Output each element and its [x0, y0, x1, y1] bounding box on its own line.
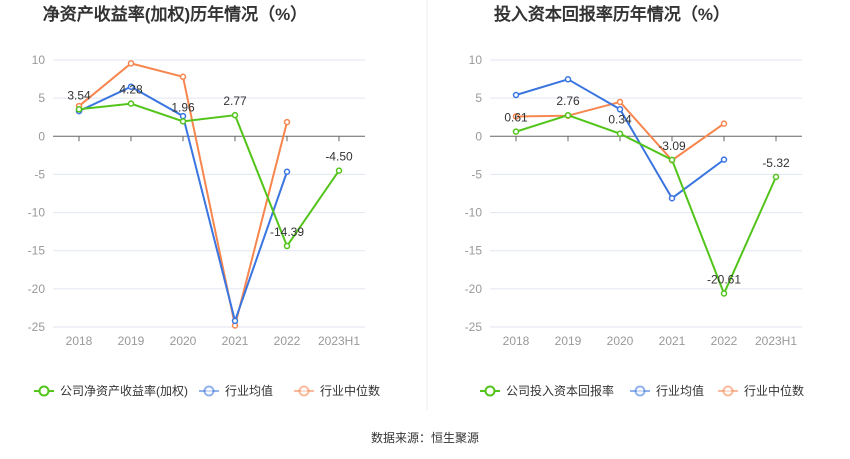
data-label: 4.28 [119, 83, 143, 97]
legend-label: 行业均值 [656, 383, 704, 398]
data-point [668, 156, 676, 164]
y-tick-label: -5 [471, 167, 482, 181]
source-note: 数据来源：恒生聚源 [371, 430, 479, 445]
y-tick-label: -5 [34, 167, 45, 181]
legend-item-3: 行业中位数 [718, 383, 804, 398]
legend-label: 行业中位数 [320, 383, 380, 398]
y-tick-label: 10 [469, 53, 483, 67]
y-tick-label: -20 [28, 282, 46, 296]
data-point [283, 168, 291, 176]
data-label: -20.61 [707, 273, 741, 287]
data-label: 2.76 [556, 94, 580, 108]
x-tick-label: 2020 [170, 334, 197, 348]
x-tick-label: 2022 [711, 334, 738, 348]
data-label: -4.50 [325, 150, 353, 164]
legend-marker-icon [38, 385, 50, 397]
x-tick-label: 2019 [118, 334, 145, 348]
data-point [564, 111, 572, 119]
legend-marker-icon [484, 385, 496, 397]
y-tick-label: 5 [475, 91, 482, 105]
data-point [231, 317, 239, 325]
x-tick-label: 2023H1 [755, 334, 797, 348]
data-point [283, 118, 291, 126]
y-tick-label: 10 [32, 53, 46, 67]
x-tick-label: 2018 [503, 334, 530, 348]
data-point [179, 73, 187, 81]
data-point [512, 91, 520, 99]
data-point [616, 106, 624, 113]
data-label: 3.54 [67, 88, 91, 102]
data-label: -5.32 [762, 156, 790, 170]
data-point [231, 111, 239, 119]
data-point [668, 194, 676, 202]
data-point [75, 106, 83, 113]
y-tick-label: -10 [28, 206, 46, 220]
data-point [283, 242, 291, 250]
data-point [179, 118, 187, 125]
legend-marker-icon [634, 385, 646, 397]
legend-item-2: 行业均值 [630, 383, 704, 398]
y-tick-label: -25 [465, 320, 483, 334]
legend-item-1: 公司净资产收益率(加权) [34, 383, 188, 398]
data-label: 2.77 [223, 94, 247, 108]
y-tick-label: 0 [38, 129, 45, 143]
data-label: 0.61 [504, 111, 528, 125]
data-point [616, 98, 624, 106]
legend-label: 行业均值 [225, 383, 273, 398]
data-label: -14.39 [270, 225, 304, 239]
y-tick-label: -25 [28, 320, 46, 334]
legend-marker-icon [203, 385, 215, 397]
data-label: -3.09 [658, 139, 686, 153]
chart-2: 投入资本回报率历年情况（%） 10 5 0 -5 -10 -15 -20 -25 2018 2019… [465, 4, 804, 398]
data-point [335, 167, 343, 174]
y-tick-label: -20 [465, 282, 483, 296]
data-point [127, 100, 135, 107]
data-point [720, 156, 728, 163]
data-point [564, 76, 572, 83]
data-point [127, 60, 135, 67]
legend-label: 公司投入资本回报率 [506, 383, 614, 398]
legend-marker-icon [722, 385, 734, 397]
legend-label: 行业中位数 [744, 383, 804, 398]
chart-title: 投入资本回报率历年情况（%） [494, 4, 730, 24]
data-point [772, 173, 780, 181]
x-tick-label: 2022 [274, 334, 301, 348]
data-point [720, 120, 728, 127]
data-point [512, 113, 520, 120]
x-tick-label: 2021 [659, 334, 686, 348]
series-line-1 [78, 102, 340, 249]
x-tick-label: 2018 [66, 334, 93, 348]
y-tick-label: 5 [38, 91, 45, 105]
data-point [512, 128, 520, 135]
y-tick-label: -10 [465, 206, 483, 220]
legend-marker-icon [298, 385, 310, 397]
y-tick-label: 0 [475, 129, 482, 143]
series-line-1 [515, 114, 777, 297]
legend-item-2: 行业均值 [199, 383, 273, 398]
x-tick-label: 2020 [607, 334, 634, 348]
legend-label: 公司净资产收益率(加权) [60, 383, 188, 398]
y-tick-label: -15 [465, 244, 483, 258]
data-label: 1.96 [171, 100, 195, 114]
data-label: 0.34 [608, 113, 632, 127]
x-tick-label: 2021 [222, 334, 249, 348]
data-point [616, 130, 624, 137]
data-point [127, 83, 135, 90]
chart-1: 净资产收益率(加权)历年情况（%） 10 5 0 -5 -10 -15 -20 -25 2018 2… [28, 4, 380, 398]
y-tick-label: -15 [28, 244, 46, 258]
x-tick-label: 2019 [555, 334, 582, 348]
data-point [720, 290, 728, 297]
x-tick-label: 2023H1 [318, 334, 360, 348]
legend-item-1: 公司投入资本回报率 [480, 383, 614, 398]
legend-item-3: 行业中位数 [294, 383, 380, 398]
chart-title: 净资产收益率(加权)历年情况（%） [43, 4, 307, 24]
